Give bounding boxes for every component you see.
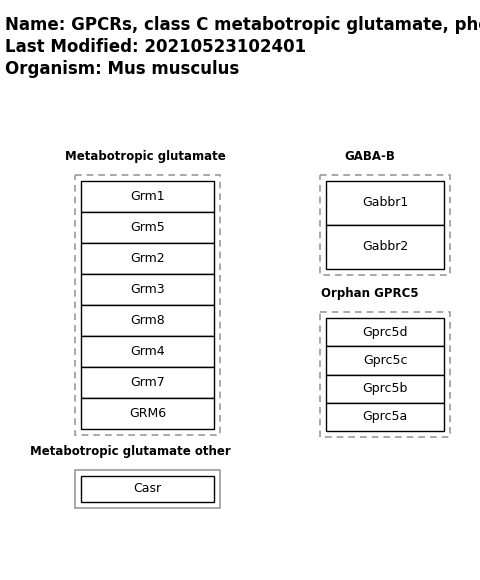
Text: Gprc5b: Gprc5b — [362, 382, 408, 395]
Text: Gprc5c: Gprc5c — [363, 354, 407, 367]
Bar — [81, 274, 214, 305]
Text: Casr: Casr — [133, 483, 162, 495]
Text: Grm4: Grm4 — [130, 345, 165, 358]
Bar — [81, 336, 214, 367]
Text: Gprc5d: Gprc5d — [362, 325, 408, 339]
Text: Grm7: Grm7 — [130, 376, 165, 389]
Text: Metabotropic glutamate other: Metabotropic glutamate other — [30, 445, 230, 458]
Bar — [81, 398, 214, 429]
Text: Grm5: Grm5 — [130, 221, 165, 234]
Bar — [75, 470, 220, 508]
Text: GRM6: GRM6 — [129, 407, 166, 420]
Text: Last Modified: 20210523102401: Last Modified: 20210523102401 — [5, 38, 306, 56]
Bar — [81, 476, 214, 502]
Bar — [326, 318, 444, 346]
Bar — [320, 312, 450, 437]
Text: Gabbr2: Gabbr2 — [362, 241, 408, 253]
Text: Gprc5a: Gprc5a — [362, 411, 408, 423]
Text: Organism: Mus musculus: Organism: Mus musculus — [5, 60, 239, 78]
Text: Orphan GPRC5: Orphan GPRC5 — [321, 287, 419, 300]
Text: Grm2: Grm2 — [130, 252, 165, 265]
Text: Metabotropic glutamate: Metabotropic glutamate — [65, 150, 226, 163]
Text: Grm1: Grm1 — [130, 190, 165, 203]
Text: Grm8: Grm8 — [130, 314, 165, 327]
Bar — [81, 243, 214, 274]
Bar — [326, 346, 444, 375]
Bar — [320, 175, 450, 275]
Bar — [81, 181, 214, 212]
Bar — [326, 375, 444, 403]
Bar — [81, 305, 214, 336]
Bar — [75, 175, 220, 435]
Text: Gabbr1: Gabbr1 — [362, 197, 408, 209]
Bar — [326, 403, 444, 431]
Bar — [326, 181, 444, 225]
Bar — [326, 225, 444, 269]
Text: Grm3: Grm3 — [130, 283, 165, 296]
Bar — [81, 367, 214, 398]
Text: GABA-B: GABA-B — [345, 150, 396, 163]
Text: Name: GPCRs, class C metabotropic glutamate, pheromo: Name: GPCRs, class C metabotropic glutam… — [5, 16, 480, 34]
Bar — [81, 212, 214, 243]
